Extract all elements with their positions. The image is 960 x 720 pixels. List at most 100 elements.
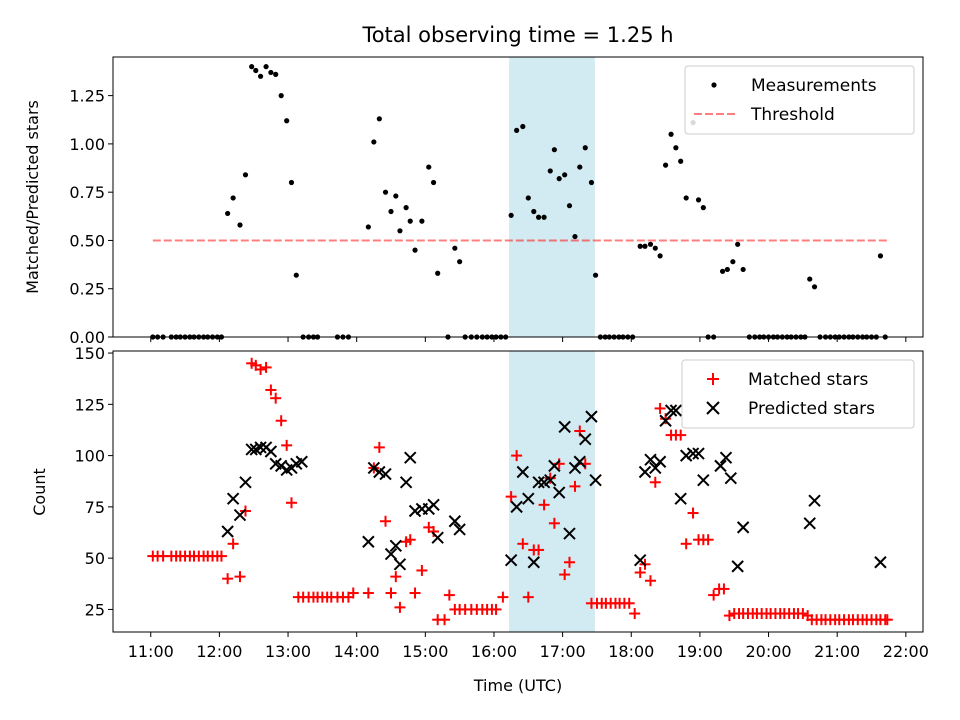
measurement-point [452, 245, 458, 251]
measurement-point [678, 158, 684, 164]
predicted-star-point [579, 432, 592, 446]
measurement-point [592, 272, 599, 278]
bottom-legend: Matched stars Predicted stars [681, 359, 915, 429]
measurement-point [724, 266, 730, 273]
x-tick-label: 16:00 [471, 642, 517, 661]
matched-star-point [702, 534, 714, 546]
measurement-point [288, 179, 295, 186]
legend-measurements-marker [711, 82, 717, 88]
matched-star-point [404, 534, 416, 546]
measurement-point [566, 203, 573, 209]
predicted-star-point [719, 451, 733, 464]
measurement-point [562, 172, 568, 178]
predicted-star-point [731, 560, 744, 573]
measurement-point [572, 233, 578, 240]
matched-star-point [362, 587, 374, 599]
matched-star-point [285, 497, 297, 509]
matched-star-point [881, 614, 893, 626]
legend-threshold-label: Threshold [750, 105, 835, 125]
x-tick-label: 17:00 [540, 642, 586, 661]
measurement-point [412, 247, 418, 253]
matched-star-point [234, 571, 246, 583]
measurement-point [371, 139, 377, 145]
measurement-point [551, 147, 557, 153]
predicted-star-point [803, 517, 816, 530]
y-tick-label: 100 [74, 447, 105, 466]
measurement-point [263, 64, 269, 70]
matched-star-point [347, 587, 359, 599]
matched-star-point [559, 569, 571, 581]
measurement-point [388, 208, 394, 215]
predicted-star-point [295, 455, 308, 468]
measurement-point [278, 93, 284, 99]
measurement-point [541, 214, 547, 220]
predicted-star-point [714, 459, 727, 473]
matched-star-point [675, 429, 687, 441]
predicted-star-point [504, 554, 518, 567]
bottom-panel-frame [112, 350, 924, 633]
matched-star-point [270, 392, 282, 404]
y-tick-label: 50 [85, 549, 105, 568]
predicted-star-point [427, 498, 440, 512]
legend-matched-marker [707, 373, 719, 385]
x-tick-label: 12:00 [196, 642, 242, 661]
measurement-point [393, 193, 399, 199]
matched-star-point [215, 550, 227, 562]
measurement-point [577, 164, 583, 170]
top-panel-ylabel: Matched/Predicted stars [23, 100, 42, 294]
predicted-star-point [558, 420, 571, 434]
bottom-panel-ylabel: Count [30, 468, 49, 516]
matched-star-point [281, 439, 293, 451]
x-tick-label: 22:00 [883, 642, 929, 661]
measurement-point [657, 253, 663, 259]
matched-star-point [260, 361, 272, 373]
measurement-point [435, 270, 441, 276]
predicted-star-point [644, 453, 657, 466]
measurement-point [525, 195, 531, 201]
predicted-star-point [563, 527, 576, 540]
measurement-point [293, 272, 299, 278]
measurement-point [637, 243, 643, 249]
matched-star-point [497, 591, 509, 603]
matched-star-point [797, 608, 809, 620]
predicted-star-point [552, 486, 566, 499]
top-panel-x-ticks [150, 337, 907, 342]
predicted-star-point [664, 404, 678, 417]
predicted-star-point [239, 476, 252, 489]
predicted-star-point [724, 471, 738, 485]
matched-star-point [634, 567, 646, 579]
measurement-point [811, 284, 818, 290]
y-tick-label: 0.00 [69, 328, 105, 347]
matched-star-point [569, 480, 581, 492]
measurement-point [700, 205, 706, 211]
measurement-point [430, 179, 437, 186]
y-tick-label: 25 [85, 600, 105, 619]
y-tick-label: 125 [74, 395, 105, 414]
measurement-point [365, 224, 371, 230]
measurement-point [253, 67, 259, 74]
predicted-star-point [431, 531, 444, 544]
top-legend-box [684, 65, 915, 135]
matched-star-point [629, 608, 641, 620]
predicted-star-point [399, 476, 413, 489]
y-tick-label: 0.25 [69, 280, 105, 299]
predicted-star-point [674, 492, 687, 505]
predicted-star-point [669, 404, 683, 417]
predicted-star-point [408, 504, 422, 518]
measurement-point [588, 179, 595, 186]
matched-star-point [723, 610, 735, 622]
measurement-point [740, 266, 746, 273]
bottom-panel-shaded-interval [509, 351, 595, 632]
measurement-point [807, 276, 813, 282]
measurement-point [514, 127, 520, 133]
measurement-point [695, 197, 702, 203]
measurement-point [547, 168, 553, 174]
legend-matched-label: Matched stars [748, 370, 868, 390]
measurement-point [735, 241, 741, 247]
matched-star-point [255, 363, 267, 375]
measurement-point [556, 176, 562, 182]
matched-star-point [687, 507, 699, 519]
predicted-star-point [544, 474, 557, 487]
top-panel: 0.00 0.25 0.50 0.75 1.00 1.25 Matched/Predict… [23, 56, 924, 347]
predicted-star-point [510, 500, 523, 514]
